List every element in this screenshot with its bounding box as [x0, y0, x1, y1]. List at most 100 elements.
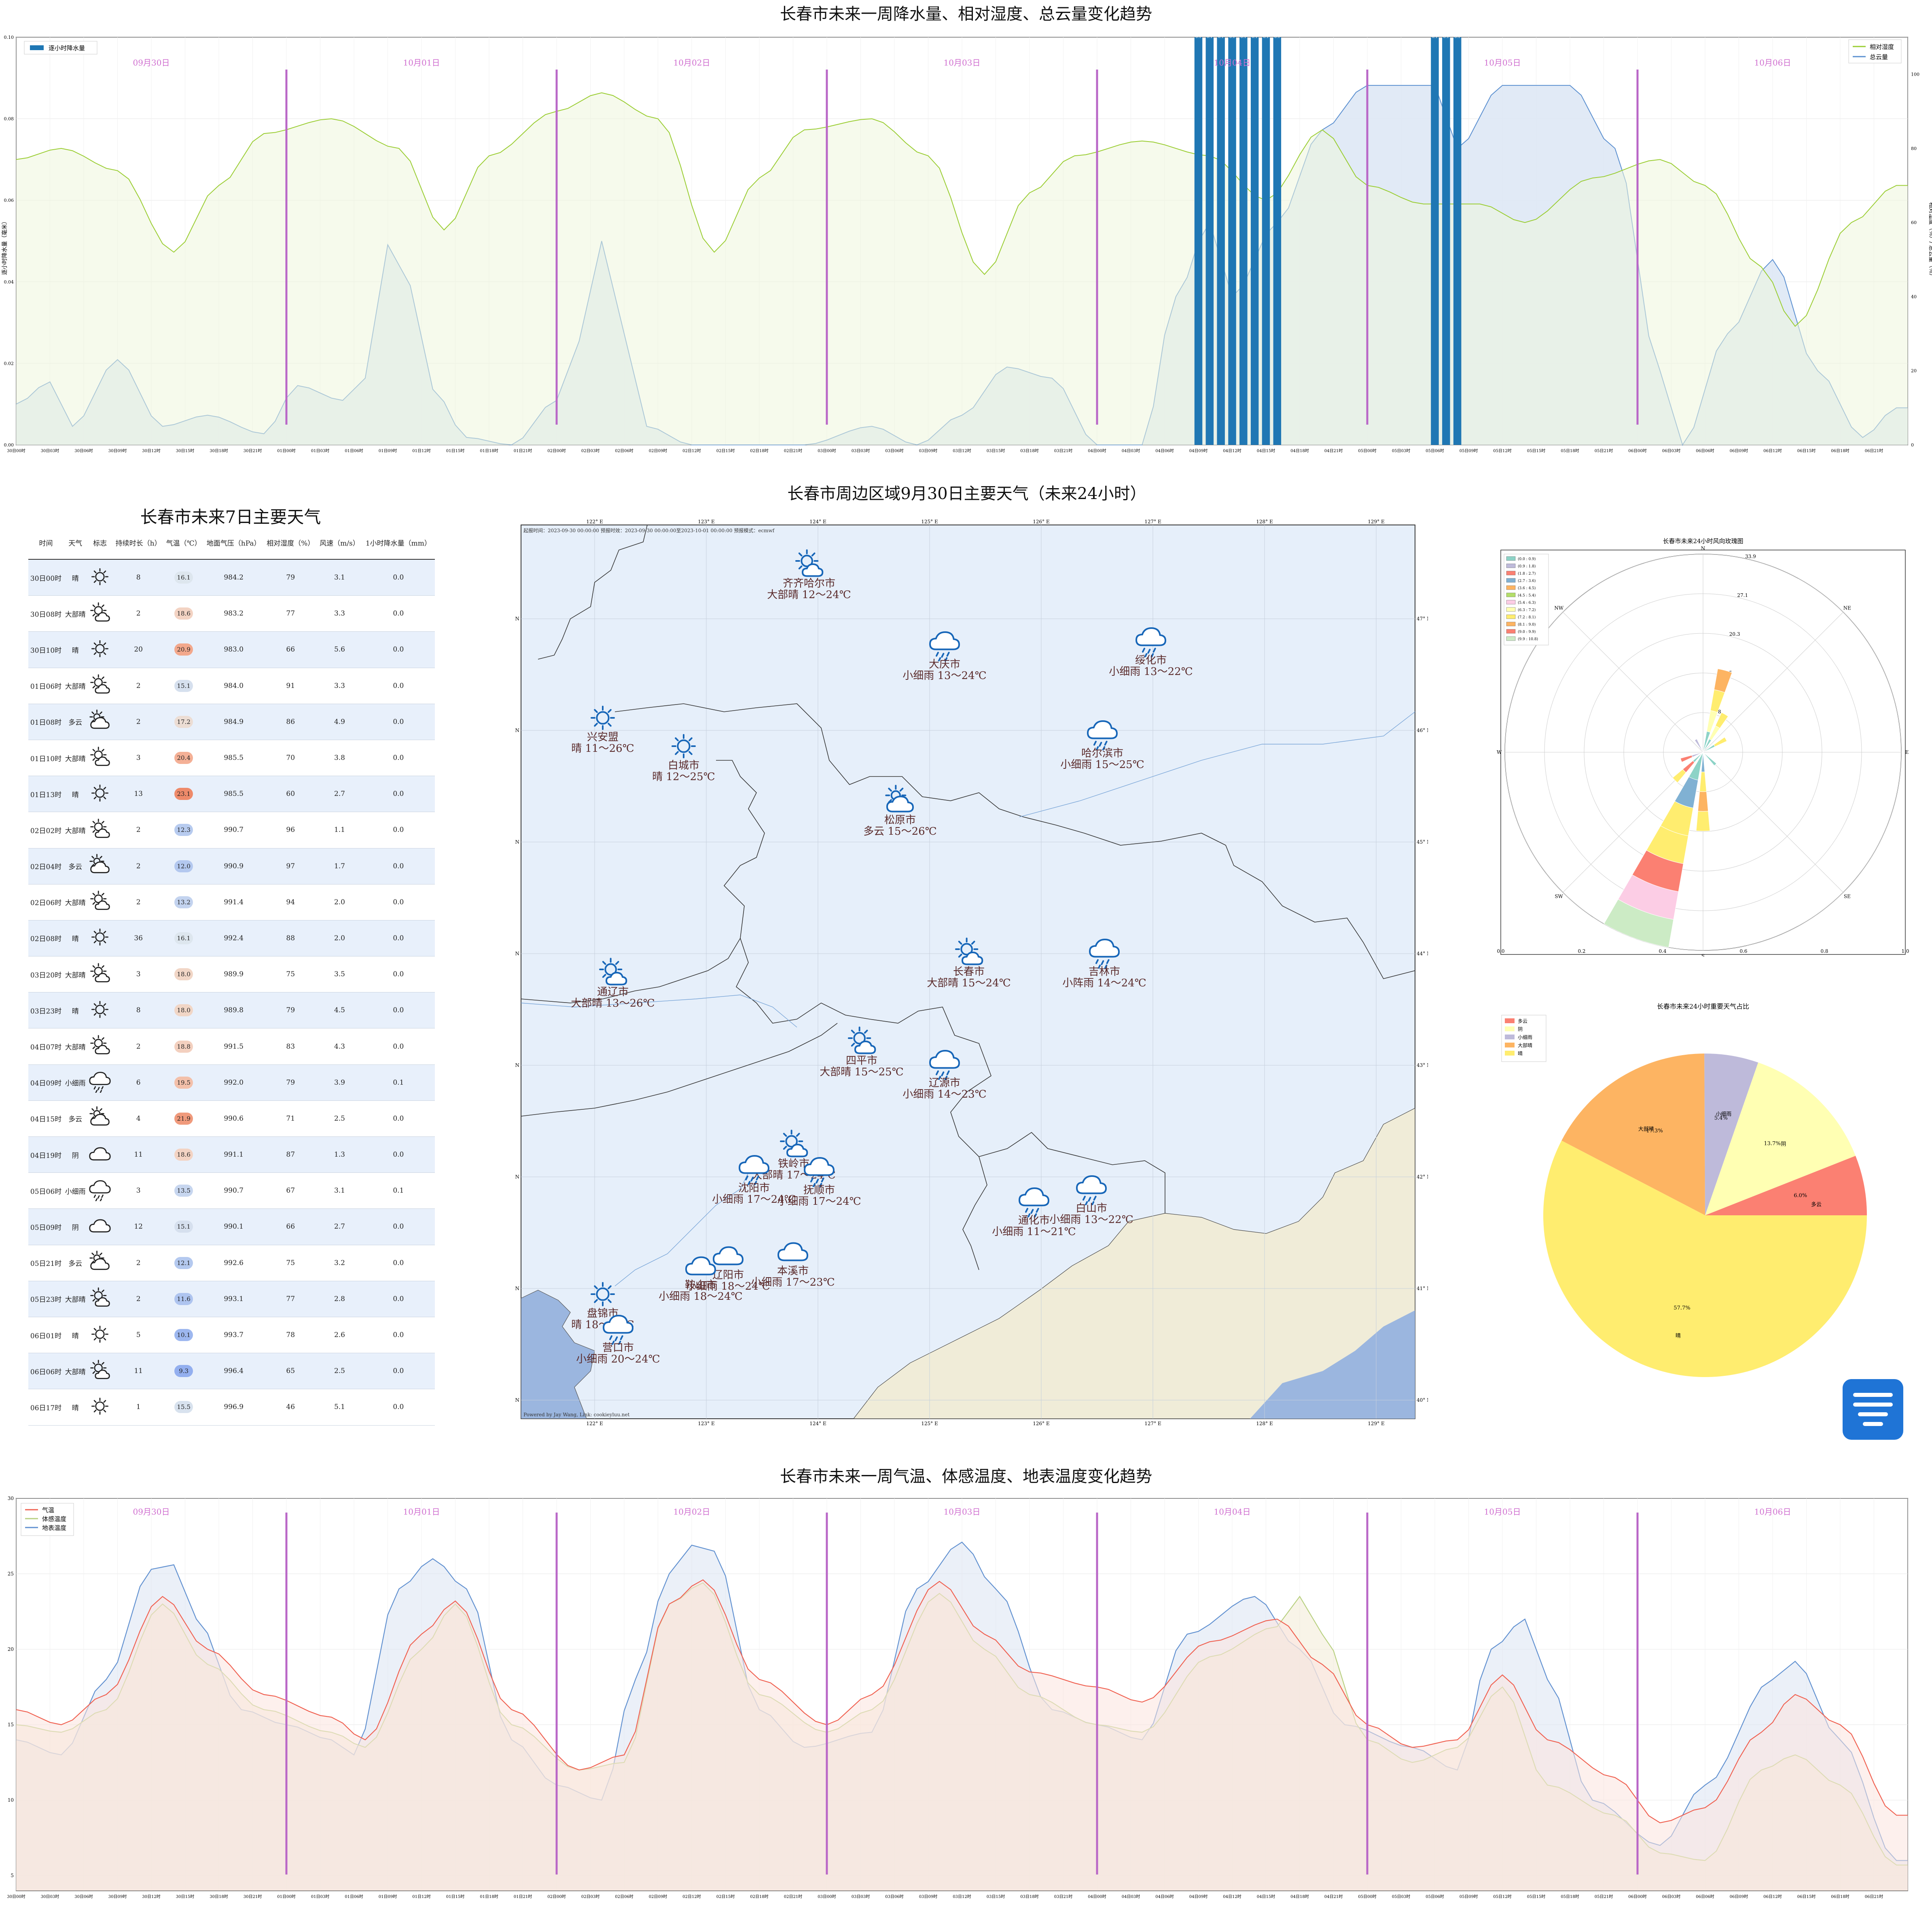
city-forecast: 大部晴 15～24℃ — [927, 977, 1011, 989]
rose-legend-swatch — [1506, 578, 1516, 583]
rain-drop — [1025, 1208, 1028, 1213]
city-name: 吉林市 — [1089, 966, 1120, 978]
pie-legend-swatch — [1505, 1043, 1515, 1047]
table-cell-time: 01日10时 — [28, 740, 64, 776]
xtick-label: 04日21时 — [1324, 1894, 1343, 1899]
precip-bar-label: 0.1 — [1229, 35, 1235, 39]
ytick: 15 — [8, 1722, 14, 1728]
table-cell-wind: 1.7 — [317, 848, 362, 884]
ytick-left: 0.02 — [4, 361, 14, 366]
xtick-label: 30日09时 — [108, 449, 127, 453]
xtick-label: 04日18时 — [1290, 449, 1309, 453]
rose-legend-label: (4.5 : 5.4) — [1518, 593, 1536, 598]
xtick-label: 06日15时 — [1797, 1894, 1815, 1899]
rain-drop — [938, 1076, 941, 1080]
sun-icon — [91, 1397, 109, 1415]
table-cell-temp: 18.6 — [164, 1136, 204, 1173]
temp-legend-label: 体感温度 — [42, 1515, 66, 1523]
table-cell-dur: 2 — [113, 1028, 164, 1065]
sun-cloud-icon — [90, 674, 110, 694]
precip-bar — [1442, 37, 1450, 445]
xtick-label: 30日06时 — [74, 449, 93, 453]
xtick-label: 01日00时 — [277, 449, 295, 453]
rose-petal-segment — [1713, 736, 1727, 747]
temp-badge: 12.1 — [174, 1257, 193, 1269]
city-name: 白山市 — [1076, 1202, 1107, 1214]
lat-label-right: 47° N — [1417, 616, 1428, 622]
table-cell-press: 993.7 — [203, 1317, 264, 1354]
sun-icon — [91, 929, 109, 946]
table-cell-wind: 1.1 — [317, 812, 362, 848]
rain-drop — [1095, 959, 1099, 964]
table-body: 30日00时晴 8 16.1 984.2 79 3.1 0.0 30日08时 大部晴 2 18.6 9… — [28, 559, 435, 1426]
cloud-shape — [95, 900, 110, 910]
temp-badge: 15.1 — [174, 679, 193, 692]
table-cell-dur: 36 — [113, 920, 164, 957]
table-cell-press: 984.0 — [203, 668, 264, 704]
city-forecast: 小阵雨 14～24℃ — [1062, 977, 1146, 989]
rose-petal-segment — [1696, 811, 1710, 831]
xtick-label: 01日15时 — [446, 449, 464, 453]
temp-badge: 11.6 — [174, 1293, 193, 1305]
pie-slice — [1561, 1054, 1705, 1215]
sun-icon — [91, 568, 109, 585]
sun-cloud-icon — [599, 958, 627, 986]
day-label: 10月04日 — [1214, 1507, 1251, 1517]
lat-label-left: 42° N — [514, 1174, 519, 1180]
temp-badge: 20.9 — [174, 643, 193, 656]
sun-ray — [92, 757, 95, 761]
table-cell-time: 05日21时 — [28, 1245, 64, 1281]
rain-drop — [1095, 746, 1099, 750]
ytick-right: 20 — [1911, 368, 1917, 374]
wind-rose-xticks: 0.0 0.2 0.4 0.6 0.8 1.0 — [1497, 948, 1909, 954]
cloud-rain-icon — [803, 1157, 835, 1187]
rain-drop — [1099, 742, 1102, 747]
xtick-label: 04日06时 — [1155, 449, 1174, 453]
sun-cloud-icon — [90, 891, 110, 910]
xtick-label: 01日06时 — [345, 449, 363, 453]
sun-disc — [94, 967, 103, 975]
table-cell-dur: 20 — [113, 631, 164, 668]
table-cell-rain: 0.0 — [362, 848, 435, 884]
xtick-label: 02日21时 — [784, 1894, 802, 1899]
table-title: 长春市未来7日主要天气 — [140, 507, 321, 527]
xtick-label: 01日00时 — [277, 1894, 295, 1899]
table-cell-rain: 0.0 — [362, 668, 435, 704]
table-cell-weather: 小细雨 — [64, 1064, 87, 1101]
sun-ray — [103, 652, 106, 655]
day-label: 09月30日 — [133, 58, 170, 68]
xtick-label: 02日09时 — [649, 449, 667, 453]
city-forecast: 大部晴 13～26℃ — [571, 997, 655, 1009]
table-cell-rain: 0.1 — [362, 1172, 435, 1209]
xtick-label: 06日18时 — [1831, 449, 1849, 453]
day-label: 10月05日 — [1484, 1507, 1521, 1517]
day-label: 10月02日 — [674, 58, 710, 68]
xtick-label: 01日09时 — [379, 449, 397, 453]
rain-drop — [1083, 1195, 1086, 1201]
table-cell-press: 993.1 — [203, 1281, 264, 1317]
table-cell-temp: 10.1 — [164, 1317, 204, 1354]
precip-bar-label: 0.1 — [1263, 35, 1269, 39]
table-cell-icon — [87, 1281, 113, 1317]
cloud-rain-icon — [1087, 720, 1118, 750]
rain-drop — [747, 1181, 751, 1185]
xtick-label: 03日21时 — [1054, 1894, 1072, 1899]
city-forecast: 小细雨 13～24℃ — [902, 670, 987, 682]
sun-cloud-icon — [955, 937, 983, 965]
xtick-label: 03日09时 — [919, 1894, 937, 1899]
rain-drop — [101, 1194, 104, 1198]
table-header-cell: 持续时长（h） — [113, 526, 164, 560]
table-cell-wind: 1.3 — [317, 1136, 362, 1173]
sun-disc — [94, 750, 103, 759]
sun-disc — [94, 606, 103, 615]
top-chart-axes: 0.00 0.02 0.04 0.06 0.08 0.10 0 20 40 60 80 100 30日0… — [4, 35, 1920, 453]
rain-drop — [816, 1178, 819, 1184]
lat-label-left: 41° N — [514, 1286, 519, 1291]
rose-legend-swatch — [1506, 614, 1516, 619]
lat-label-right: 42° N — [1417, 1174, 1428, 1180]
table-cell-icon — [87, 848, 113, 884]
pie-slice-label: 阴 — [1781, 1141, 1786, 1147]
rain-drop — [1104, 965, 1108, 969]
